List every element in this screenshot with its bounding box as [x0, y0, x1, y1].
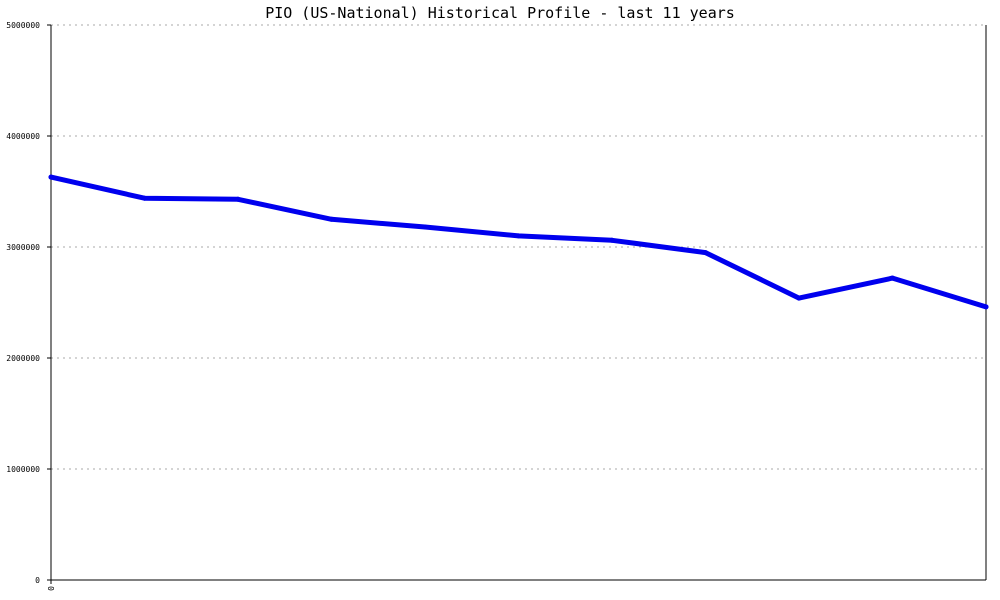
data-point [48, 174, 54, 180]
series-line-0 [48, 174, 989, 310]
grid-lines [51, 24, 986, 470]
data-point [142, 195, 147, 201]
y-tick-label: 0 [35, 576, 40, 585]
y-tick-label: 1000000 [6, 465, 40, 474]
data-point [609, 237, 615, 243]
y-tick-label: 5000000 [6, 21, 40, 30]
data-point [983, 304, 989, 310]
data-point [516, 233, 521, 239]
y-tick-label: 4000000 [6, 132, 40, 141]
data-point [235, 196, 241, 202]
data-point [422, 224, 428, 230]
y-tick-label: 2000000 [6, 354, 40, 363]
axes [47, 24, 987, 584]
chart-title: PIO (US-National) Historical Profile - l… [265, 4, 735, 22]
data-point [329, 216, 334, 222]
x-tick-label: 0 [47, 586, 56, 591]
data-point [703, 250, 708, 256]
series-layer [48, 174, 989, 310]
data-point [890, 275, 895, 281]
data-point [796, 295, 802, 301]
tick-labels: 0 1000000 2000000 3000000 4000000 5000000 0 [6, 21, 56, 591]
y-tick-label: 3000000 [6, 243, 40, 252]
